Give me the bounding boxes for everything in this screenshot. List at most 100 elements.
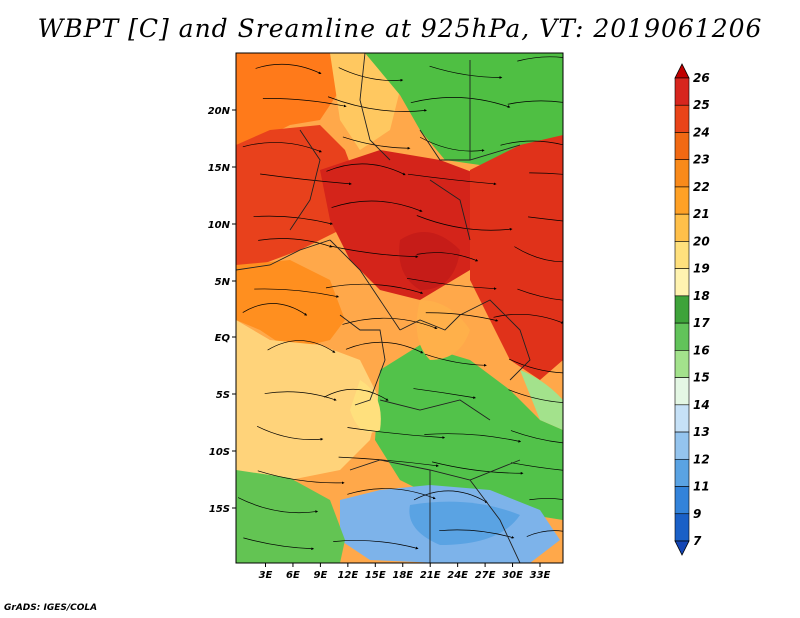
streamline [338, 456, 439, 467]
streamline [526, 530, 563, 537]
streamline [517, 288, 563, 301]
country-borders [236, 53, 531, 563]
colorbar-segment [674, 377, 690, 406]
streamline [253, 215, 333, 225]
temperature-field [236, 53, 563, 563]
colorbar-segment [674, 322, 690, 351]
map-frame [235, 52, 564, 564]
streamlines [237, 56, 563, 551]
border-line [419, 129, 521, 161]
streamline [256, 426, 324, 441]
streamline [419, 136, 485, 152]
streamline [510, 430, 563, 444]
streamline [407, 173, 497, 186]
y-tick-label: 10S [209, 447, 230, 458]
streamline [325, 283, 424, 295]
colorbar-top-arrow [674, 63, 690, 79]
streamline [500, 140, 563, 146]
streamline [333, 540, 419, 550]
colorbar-segment [674, 458, 690, 487]
region-southwest-green [236, 470, 345, 563]
streamline [326, 163, 406, 176]
x-tick-label: 6E [286, 570, 300, 581]
streamline [429, 65, 503, 79]
streamline [342, 136, 411, 150]
colorbar-label: 19 [693, 262, 710, 276]
streamline [410, 97, 511, 108]
border-line [379, 399, 491, 421]
streamline [511, 462, 563, 471]
streamline [243, 537, 315, 551]
streamline [242, 303, 308, 316]
colorbar-label: 17 [693, 316, 710, 330]
region-lake-green [520, 370, 563, 430]
border-line [359, 53, 391, 161]
colorbar-label: 7 [693, 534, 702, 548]
streamline [529, 172, 563, 175]
streamline [432, 461, 524, 475]
streamline [529, 498, 563, 501]
streamline [264, 391, 337, 401]
colorbar-label: 26 [693, 71, 710, 85]
streamline [347, 427, 446, 439]
region-congo-basin-green [375, 345, 563, 520]
grads-credit: GrADS: IGES/COLA [4, 603, 98, 613]
streamline [508, 389, 563, 403]
colorbar-segment [674, 186, 690, 215]
x-tick-label: 3E [259, 570, 273, 581]
streamline [528, 216, 563, 222]
chart-title: WBPT [C] and Sreamline at 925hPa, VT: 20… [37, 14, 763, 43]
x-tick-label: 9E [314, 570, 328, 581]
streamline [323, 388, 389, 401]
y-tick-label: 10N [208, 220, 231, 231]
colorbar-label: 23 [693, 153, 710, 167]
colorbar-segment [674, 213, 690, 242]
x-tick-label: 21E [420, 570, 441, 581]
streamline [242, 142, 322, 153]
region-north-coast-orange [236, 53, 340, 150]
streamline [345, 341, 424, 354]
region-core-red [399, 232, 460, 290]
x-tick-label: 15E [365, 570, 386, 581]
streamline [439, 529, 515, 539]
streamline [507, 100, 563, 105]
x-tick-label: 12E [337, 570, 358, 581]
streamline [413, 490, 488, 503]
colorbar-label: 14 [693, 398, 710, 412]
colorbar-label: 11 [693, 480, 710, 494]
latitude-axis: 20N 15N 10N 5N EQ 5S 10S 15S [208, 106, 236, 515]
colorbar-segment [674, 295, 690, 324]
streamline [257, 470, 345, 485]
border-line [399, 314, 461, 331]
colorbar-segment [674, 132, 690, 161]
streamline [255, 63, 322, 75]
y-tick-label: 15S [209, 504, 230, 515]
border-line [469, 479, 521, 563]
streamline [406, 277, 497, 291]
y-tick-label: 15N [208, 163, 231, 174]
streamline [517, 56, 563, 62]
streamline [416, 252, 479, 262]
colorbar-bottom-arrow [674, 540, 690, 556]
colorbar-label: 22 [693, 180, 710, 194]
streamline [342, 317, 438, 330]
colorbar-label: 20 [693, 234, 710, 248]
streamline [508, 358, 563, 374]
streamline [347, 488, 436, 500]
streamline [514, 246, 563, 263]
colorbar-segment [674, 350, 690, 378]
region-west-sahel-red [236, 125, 360, 270]
colorbar-label: 18 [693, 289, 710, 303]
colorbar: 26 25 24 23 22 21 20 19 18 17 16 15 14 13 12 11 9 7 [674, 63, 710, 556]
x-tick-label: 18E [392, 570, 413, 581]
colorbar-label: 21 [693, 207, 710, 221]
colorbar-label: 13 [693, 425, 710, 439]
colorbar-segment [674, 77, 690, 106]
border-line [236, 239, 331, 271]
streamline [413, 388, 477, 399]
x-tick-label: 27E [475, 570, 496, 581]
streamline [262, 98, 347, 108]
region-atlantic-south-tan [236, 320, 380, 480]
streamline [237, 497, 319, 514]
